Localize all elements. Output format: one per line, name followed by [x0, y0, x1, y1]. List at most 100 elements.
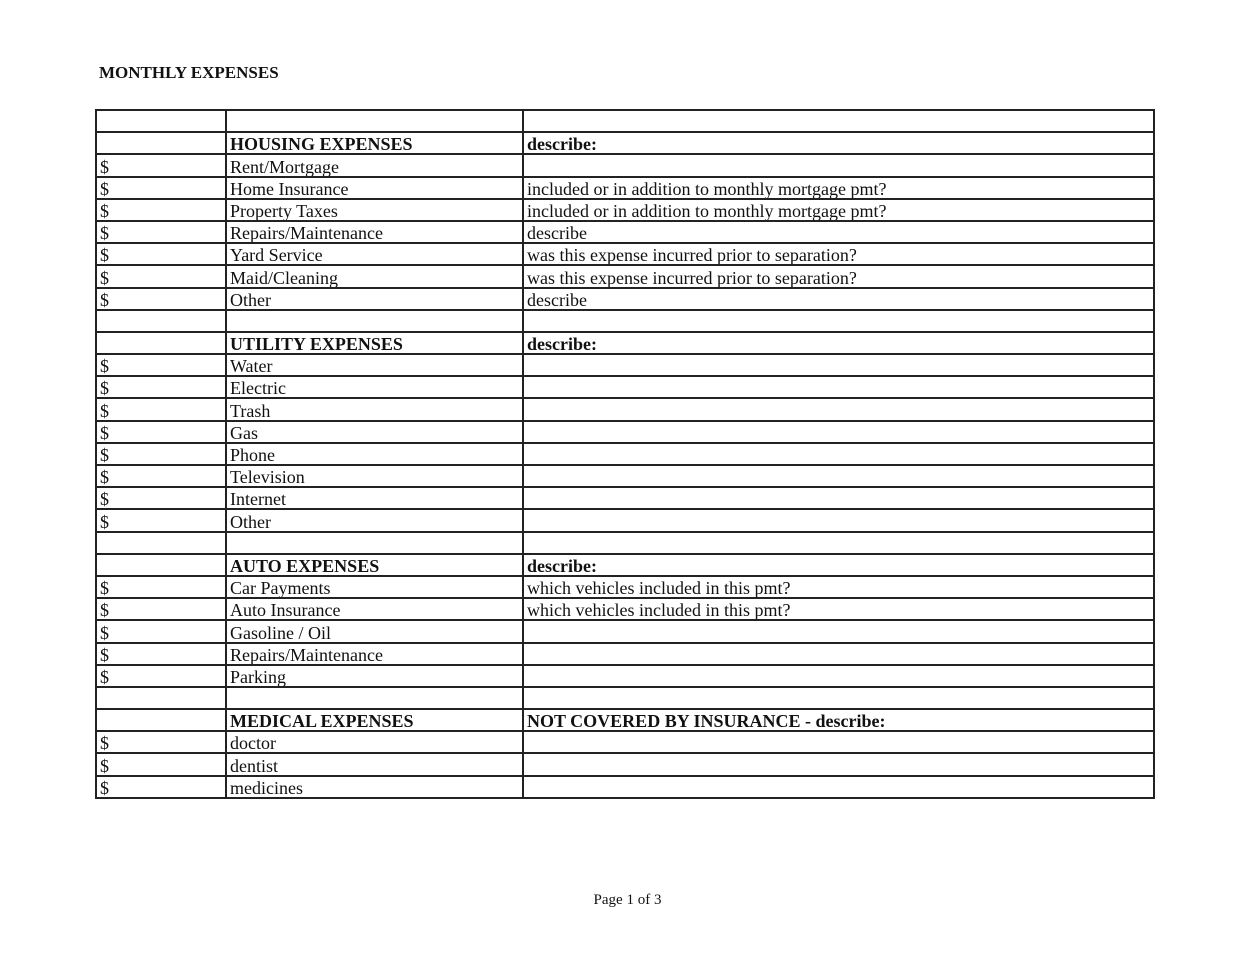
describe-cell[interactable]: describe	[522, 219, 1155, 245]
describe-cell[interactable]: was this expense incurred prior to separ…	[522, 242, 1155, 267]
item-cell[interactable]: Auto Insurance	[225, 597, 524, 622]
amount-cell[interactable]: $	[95, 597, 227, 622]
section-header-row: UTILITY EXPENSES describe:	[95, 330, 1155, 356]
item-cell[interactable]: Yard Service	[225, 242, 524, 267]
describe-cell[interactable]	[522, 419, 1155, 444]
item-cell[interactable]: Electric	[225, 375, 524, 400]
item-cell[interactable]: Internet	[225, 486, 524, 511]
table-row: $ doctor	[95, 730, 1155, 755]
describe-cell[interactable]	[522, 153, 1155, 178]
amount-cell[interactable]	[95, 552, 227, 577]
item-cell[interactable]: Gasoline / Oil	[225, 619, 524, 644]
describe-cell[interactable]	[522, 774, 1155, 799]
describe-cell[interactable]	[522, 486, 1155, 511]
item-cell[interactable]: Rent/Mortgage	[225, 153, 524, 178]
amount-cell[interactable]	[95, 685, 227, 711]
item-cell[interactable]: Trash	[225, 397, 524, 422]
amount-cell[interactable]: $	[95, 574, 227, 600]
amount-cell[interactable]: $	[95, 264, 227, 289]
item-cell[interactable]: Gas	[225, 419, 524, 444]
item-cell[interactable]: Parking	[225, 663, 524, 688]
describe-cell[interactable]	[522, 685, 1155, 711]
amount-cell[interactable]: $	[95, 486, 227, 511]
describe-cell[interactable]	[522, 619, 1155, 644]
amount-cell[interactable]: $	[95, 730, 227, 755]
amount-cell[interactable]: $	[95, 663, 227, 688]
item-cell[interactable]: HOUSING EXPENSES	[225, 131, 524, 156]
describe-cell[interactable]: describe:	[522, 131, 1155, 156]
describe-cell[interactable]: describe:	[522, 330, 1155, 356]
amount-cell[interactable]: $	[95, 441, 227, 467]
describe-cell[interactable]: included or in addition to monthly mortg…	[522, 197, 1155, 222]
item-cell[interactable]: Maid/Cleaning	[225, 264, 524, 289]
table-row: $ dentist	[95, 752, 1155, 777]
amount-cell[interactable]	[95, 131, 227, 156]
amount-cell[interactable]: $	[95, 463, 227, 489]
describe-cell[interactable]	[522, 353, 1155, 378]
item-cell[interactable]: dentist	[225, 752, 524, 777]
describe-cell[interactable]	[522, 463, 1155, 489]
item-cell[interactable]: Other	[225, 286, 524, 311]
item-cell[interactable]: Property Taxes	[225, 197, 524, 222]
amount-cell[interactable]: $	[95, 219, 227, 245]
amount-cell[interactable]: $	[95, 375, 227, 400]
describe-cell[interactable]: was this expense incurred prior to separ…	[522, 264, 1155, 289]
item-cell[interactable]: doctor	[225, 730, 524, 755]
amount-cell[interactable]: $	[95, 508, 227, 533]
item-cell[interactable]: Television	[225, 463, 524, 489]
item-cell[interactable]	[225, 685, 524, 711]
item-cell[interactable]: Repairs/Maintenance	[225, 641, 524, 666]
describe-cell[interactable]	[522, 730, 1155, 755]
item-cell[interactable]: Car Payments	[225, 574, 524, 600]
describe-cell[interactable]	[522, 397, 1155, 422]
describe-cell[interactable]: describe	[522, 286, 1155, 311]
describe-cell[interactable]	[522, 508, 1155, 533]
describe-cell[interactable]: which vehicles included in this pmt?	[522, 574, 1155, 600]
item-cell[interactable]	[225, 308, 524, 333]
item-cell[interactable]: medicines	[225, 774, 524, 799]
amount-cell[interactable]: $	[95, 175, 227, 200]
table-row: $ Car Payments which vehicles included in …	[95, 574, 1155, 600]
describe-cell[interactable]	[522, 641, 1155, 666]
item-cell[interactable]: Phone	[225, 441, 524, 467]
describe-cell[interactable]: which vehicles included in this pmt?	[522, 597, 1155, 622]
amount-cell[interactable]: $	[95, 286, 227, 311]
describe-cell[interactable]	[522, 663, 1155, 688]
amount-cell[interactable]: $	[95, 419, 227, 444]
amount-cell[interactable]	[95, 330, 227, 356]
amount-cell[interactable]	[95, 708, 227, 733]
item-cell[interactable]: AUTO EXPENSES	[225, 552, 524, 577]
amount-cell[interactable]: $	[95, 242, 227, 267]
amount-cell[interactable]: $	[95, 752, 227, 777]
amount-cell[interactable]: $	[95, 197, 227, 222]
amount-cell[interactable]: $	[95, 153, 227, 178]
table-row: $ Parking	[95, 663, 1155, 688]
describe-cell[interactable]	[522, 375, 1155, 400]
item-cell[interactable]: Other	[225, 508, 524, 533]
item-cell[interactable]: Home Insurance	[225, 175, 524, 200]
amount-cell[interactable]	[95, 530, 227, 555]
section-header-row: MEDICAL EXPENSES NOT COVERED BY INSURANCE…	[95, 708, 1155, 733]
amount-cell[interactable]: $	[95, 641, 227, 666]
item-cell[interactable]: Repairs/Maintenance	[225, 219, 524, 245]
item-cell[interactable]: Water	[225, 353, 524, 378]
describe-cell[interactable]	[522, 530, 1155, 555]
table-row: $ Internet	[95, 486, 1155, 511]
item-cell[interactable]: MEDICAL EXPENSES	[225, 708, 524, 733]
amount-cell[interactable]	[95, 308, 227, 333]
amount-cell[interactable]: $	[95, 397, 227, 422]
amount-cell[interactable]: $	[95, 619, 227, 644]
describe-cell[interactable]: included or in addition to monthly mortg…	[522, 175, 1155, 200]
amount-cell[interactable]: $	[95, 774, 227, 799]
amount-cell[interactable]	[95, 108, 227, 134]
describe-cell[interactable]: describe:	[522, 552, 1155, 577]
describe-cell[interactable]: NOT COVERED BY INSURANCE - describe:	[522, 708, 1155, 733]
item-cell[interactable]	[225, 530, 524, 555]
describe-cell[interactable]	[522, 441, 1155, 467]
amount-cell[interactable]: $	[95, 353, 227, 378]
describe-cell[interactable]	[522, 752, 1155, 777]
describe-cell[interactable]	[522, 108, 1155, 134]
describe-cell[interactable]	[522, 308, 1155, 333]
item-cell[interactable]: UTILITY EXPENSES	[225, 330, 524, 356]
item-cell[interactable]	[225, 108, 524, 134]
